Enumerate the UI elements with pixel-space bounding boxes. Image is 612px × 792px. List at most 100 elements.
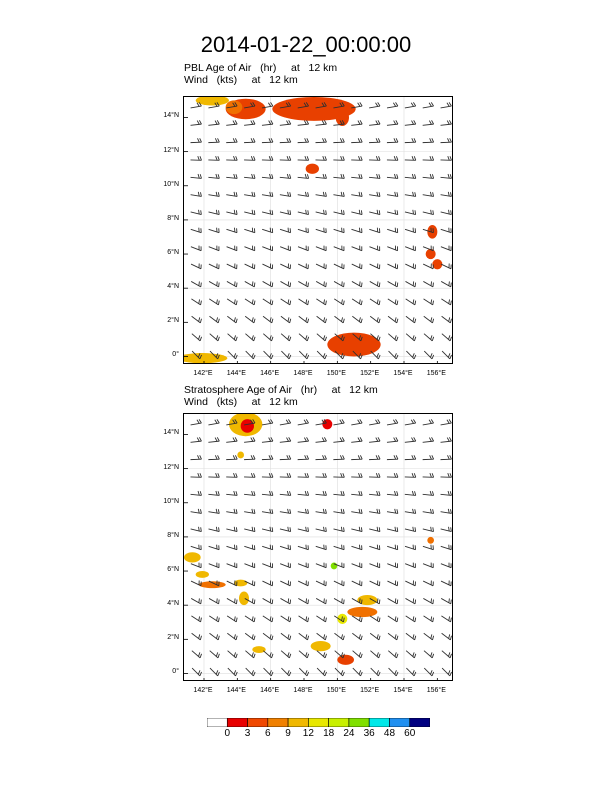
- y-tick-label: 12°N: [163, 463, 179, 471]
- wind-barb: [261, 419, 274, 426]
- x-tick-label: 156°E: [426, 370, 446, 377]
- wind-barb: [279, 120, 292, 126]
- wind-barb: [263, 667, 274, 677]
- wind-barb: [387, 580, 399, 587]
- wind-barb: [315, 281, 327, 288]
- wind-barb: [369, 580, 381, 587]
- wind-barb: [226, 615, 238, 623]
- wind-barb: [423, 667, 435, 677]
- wind-barb: [226, 281, 238, 288]
- wind-barb: [333, 526, 345, 533]
- wind-barb: [386, 473, 399, 478]
- wind-barb: [244, 598, 256, 605]
- wind-barb: [226, 191, 238, 197]
- wind-barb: [227, 632, 238, 641]
- wind-barb: [440, 191, 452, 197]
- wind-barb: [245, 333, 256, 342]
- wind-barb: [244, 298, 256, 306]
- wind-barb: [370, 350, 381, 360]
- wind-barb: [386, 419, 399, 426]
- wind-barb: [333, 173, 345, 179]
- wind-barb: [226, 580, 238, 587]
- wind-barb: [208, 245, 220, 252]
- wind-barb: [279, 138, 292, 144]
- wind-barb: [315, 120, 327, 126]
- wind-barb: [406, 667, 417, 677]
- wind-barb: [404, 508, 417, 514]
- wind-barb: [208, 227, 220, 234]
- age-of-air-region: [195, 97, 229, 106]
- wind-barb: [316, 650, 327, 659]
- wind-barb: [190, 156, 202, 161]
- wind-barb: [351, 562, 363, 569]
- wind-barb: [297, 544, 309, 551]
- wind-barb: [333, 508, 345, 514]
- wind-barb: [190, 120, 202, 126]
- wind-barb: [208, 562, 220, 569]
- wind-barb: [351, 120, 363, 126]
- wind-barb: [369, 490, 381, 496]
- wind-barb: [279, 156, 292, 161]
- wind-barb: [423, 333, 435, 342]
- wind-barb: [280, 333, 292, 342]
- wind-barb: [244, 437, 256, 443]
- wind-barb: [279, 227, 291, 234]
- wind-barb: [280, 650, 292, 659]
- wind-barb: [440, 120, 452, 126]
- age-of-air-region: [234, 579, 248, 587]
- pbl-title-line2: Wind (kts) at 12 km: [184, 74, 298, 86]
- y-tick-label: 14°N: [163, 429, 179, 437]
- wind-barb: [209, 298, 220, 306]
- wind-barb: [315, 437, 327, 443]
- wind-barb: [315, 245, 327, 252]
- wind-barb: [386, 508, 399, 514]
- colorbar-label: 0: [224, 728, 231, 739]
- wind-barb: [440, 138, 452, 144]
- wind-barb: [226, 227, 238, 234]
- wind-barb: [298, 281, 309, 288]
- wind-barb: [405, 298, 417, 306]
- wind-barb: [191, 350, 202, 360]
- wind-barb: [440, 526, 452, 533]
- wind-barb: [351, 138, 363, 144]
- wind-barb: [423, 650, 435, 659]
- wind-barb: [209, 315, 220, 324]
- wind-barb: [404, 120, 417, 126]
- wind-barb: [351, 173, 363, 179]
- wind-barb: [261, 490, 274, 496]
- wind-barb: [387, 650, 399, 659]
- wind-barb: [423, 350, 435, 360]
- wind-barb: [190, 598, 202, 605]
- wind-barb: [369, 209, 381, 216]
- wind-barb: [316, 632, 327, 641]
- wind-barb: [261, 455, 274, 461]
- wind-barb: [280, 580, 291, 587]
- wind-barb: [351, 263, 363, 270]
- wind-barb: [405, 580, 416, 587]
- wind-barb: [226, 437, 238, 443]
- wind-barb: [351, 598, 363, 605]
- wind-barb: [315, 419, 327, 426]
- wind-barb: [226, 598, 238, 605]
- wind-barb: [190, 209, 202, 216]
- wind-barb: [262, 263, 274, 270]
- wind-barb: [334, 333, 345, 342]
- wind-barb: [226, 120, 238, 126]
- wind-barb: [244, 580, 256, 587]
- wind-barb: [190, 544, 202, 551]
- wind-barb: [405, 263, 416, 270]
- wind-barb: [404, 156, 417, 161]
- wind-barb: [333, 156, 345, 161]
- wind-barb: [209, 333, 220, 342]
- wind-barb: [404, 138, 417, 144]
- wind-barb: [351, 544, 363, 551]
- wind-barb: [333, 138, 345, 144]
- wind-barb: [226, 209, 238, 216]
- wind-barb: [405, 315, 417, 324]
- wind-barb: [244, 562, 256, 569]
- wind-barb: [297, 209, 309, 216]
- wind-barb: [333, 102, 345, 109]
- wind-barb: [244, 156, 256, 161]
- colorbar-swatch: [247, 718, 269, 727]
- wind-barb: [422, 209, 434, 216]
